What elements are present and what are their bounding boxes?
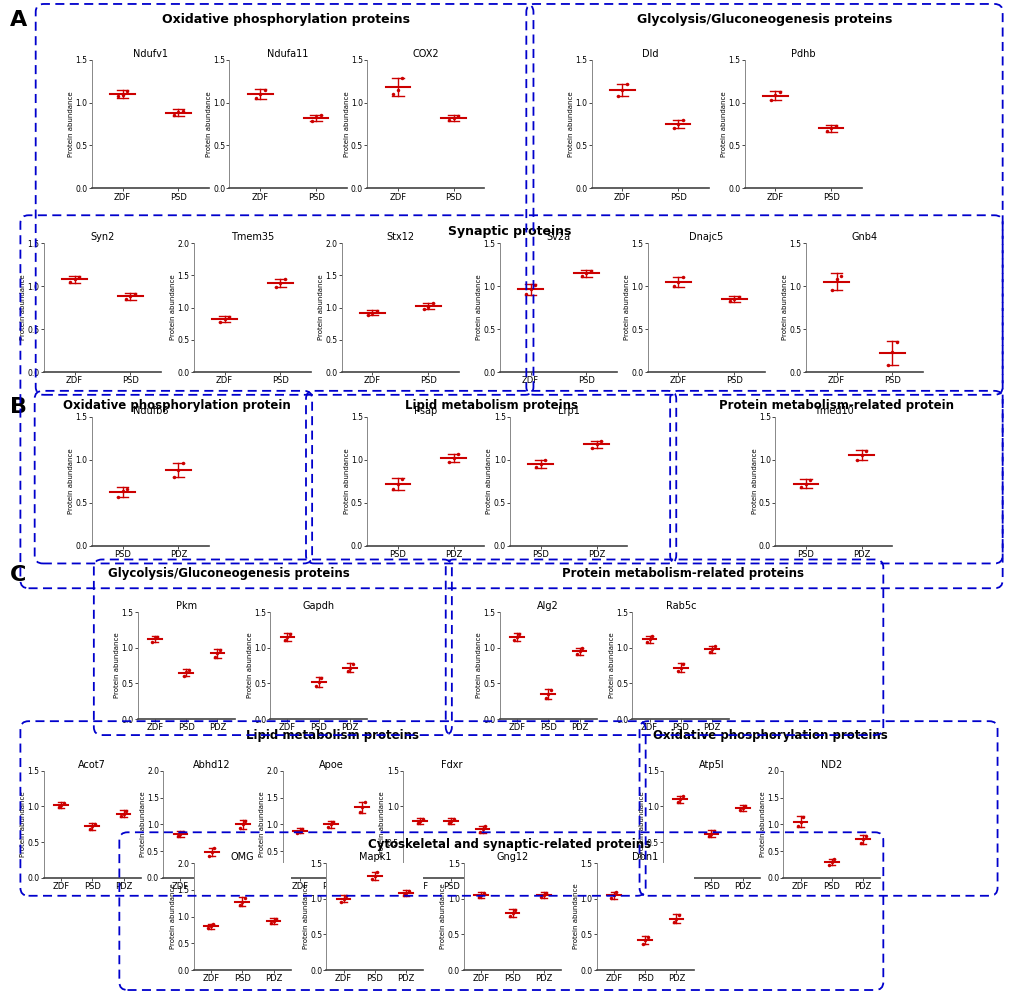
Title: Gapdh: Gapdh [303,601,334,611]
Text: Lipid metabolism proteins: Lipid metabolism proteins [405,399,578,412]
Title: Dnajc5: Dnajc5 [689,232,722,242]
Y-axis label: Protein abundance: Protein abundance [476,275,482,340]
Title: Tmem35: Tmem35 [230,232,274,242]
Y-axis label: Protein abundance: Protein abundance [639,792,645,857]
Title: Mapk1: Mapk1 [359,852,390,862]
Text: Protein metabolism-related protein: Protein metabolism-related protein [718,399,953,412]
Text: Lipid metabolism proteins: Lipid metabolism proteins [246,729,419,742]
Y-axis label: Protein abundance: Protein abundance [782,275,788,340]
Y-axis label: Protein abundance: Protein abundance [624,275,630,340]
Y-axis label: Protein abundance: Protein abundance [379,792,385,857]
Title: Rab5c: Rab5c [665,601,695,611]
Text: Synaptic proteins: Synaptic proteins [448,225,571,238]
Y-axis label: Protein abundance: Protein abundance [751,448,757,514]
Y-axis label: Protein abundance: Protein abundance [170,884,176,949]
Title: Alg2: Alg2 [537,601,558,611]
Y-axis label: Protein abundance: Protein abundance [68,448,74,514]
Text: Glycolysis/Gluconeogenesis proteins: Glycolysis/Gluconeogenesis proteins [637,13,892,26]
Title: Tmed10: Tmed10 [813,406,853,416]
Y-axis label: Protein abundance: Protein abundance [440,884,446,949]
Y-axis label: Protein abundance: Protein abundance [170,275,176,340]
Y-axis label: Protein abundance: Protein abundance [568,91,574,157]
Y-axis label: Protein abundance: Protein abundance [476,633,482,698]
Text: Oxidative phosphorylation proteins: Oxidative phosphorylation proteins [161,13,410,26]
Y-axis label: Protein abundance: Protein abundance [608,633,614,698]
Y-axis label: Protein abundance: Protein abundance [247,633,253,698]
Text: Oxidative phosphorylation proteins: Oxidative phosphorylation proteins [652,729,887,742]
Y-axis label: Protein abundance: Protein abundance [20,792,26,857]
Title: Abhd12: Abhd12 [193,760,230,770]
Text: A: A [10,10,28,30]
Text: Glycolysis/Gluconeogenesis proteins: Glycolysis/Gluconeogenesis proteins [107,567,350,580]
Title: Sv2a: Sv2a [546,232,570,242]
Y-axis label: Protein abundance: Protein abundance [114,633,120,698]
Title: Gng12: Gng12 [496,852,528,862]
Title: COX2: COX2 [412,49,439,59]
Title: Lrp1: Lrp1 [557,406,579,416]
Title: Stx12: Stx12 [386,232,414,242]
Title: Dld: Dld [641,49,658,59]
Text: Oxidative phosphorylation protein: Oxidative phosphorylation protein [62,399,290,412]
Title: OMG: OMG [230,852,254,862]
Title: Acot7: Acot7 [78,760,106,770]
Text: Cytoskeletal and synaptic-related proteins: Cytoskeletal and synaptic-related protei… [368,838,651,851]
Y-axis label: Protein abundance: Protein abundance [343,448,350,514]
Y-axis label: Protein abundance: Protein abundance [20,275,26,340]
Y-axis label: Protein abundance: Protein abundance [318,275,324,340]
Title: ND2: ND2 [820,760,842,770]
Text: Protein metabolism-related proteins: Protein metabolism-related proteins [561,567,804,580]
Title: Ndufv1: Ndufv1 [132,49,168,59]
Y-axis label: Protein abundance: Protein abundance [720,91,727,157]
Title: Syn2: Syn2 [91,232,114,242]
Y-axis label: Protein abundance: Protein abundance [573,884,579,949]
Y-axis label: Protein abundance: Protein abundance [259,792,265,857]
Title: Atp5l: Atp5l [698,760,723,770]
Y-axis label: Protein abundance: Protein abundance [140,792,146,857]
Title: Fdxr: Fdxr [440,760,462,770]
Y-axis label: Protein abundance: Protein abundance [486,448,492,514]
Title: Pdhb: Pdhb [790,49,815,59]
Text: C: C [10,565,26,585]
Title: Apoe: Apoe [318,760,343,770]
Title: Pkm: Pkm [175,601,197,611]
Title: Ndufb6: Ndufb6 [132,406,168,416]
Y-axis label: Protein abundance: Protein abundance [343,91,350,157]
Title: Dbn1: Dbn1 [632,852,657,862]
Text: B: B [10,397,28,417]
Y-axis label: Protein abundance: Protein abundance [206,91,212,157]
Title: Gnb4: Gnb4 [851,232,876,242]
Title: Ndufa11: Ndufa11 [267,49,309,59]
Y-axis label: Protein abundance: Protein abundance [759,792,765,857]
Y-axis label: Protein abundance: Protein abundance [68,91,74,157]
Title: Psap: Psap [414,406,437,416]
Y-axis label: Protein abundance: Protein abundance [303,884,309,949]
